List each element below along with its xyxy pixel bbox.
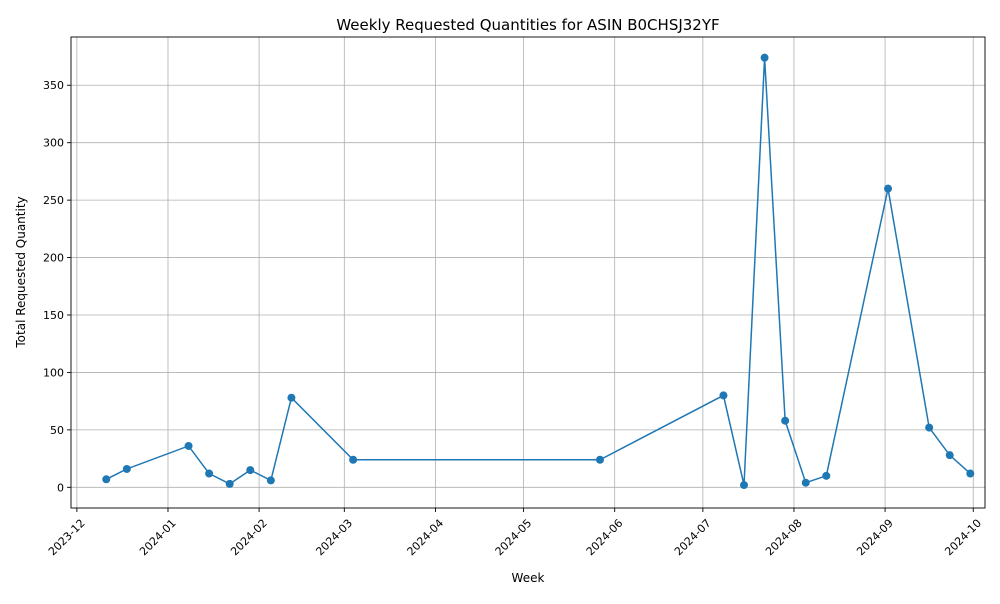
data-point	[122, 464, 131, 473]
y-tick-label: 250	[43, 194, 64, 207]
y-tick-label: 350	[43, 79, 64, 92]
axes: 2023-12 2024-01 2024-02 2024-03 2024-04 2024-…	[43, 36, 986, 559]
x-tick-label: 2024-01	[137, 517, 179, 559]
x-axis-label: Week	[512, 571, 545, 585]
data-point	[205, 469, 214, 478]
data-point	[102, 475, 111, 484]
data-point	[966, 469, 975, 478]
x-tick-label: 2024-07	[672, 517, 714, 559]
plot-frame	[70, 36, 986, 509]
x-tick-label: 2024-05	[493, 517, 535, 559]
y-tick-label: 0	[57, 481, 64, 494]
x-tick-label: 2024-06	[584, 517, 626, 559]
data-point	[801, 478, 810, 487]
x-tick-label: 2024-04	[405, 517, 447, 559]
data-point	[822, 471, 831, 480]
data-point	[225, 479, 234, 488]
series-line	[105, 57, 971, 486]
chart-title: Weekly Requested Quantities for ASIN B0C…	[336, 16, 719, 34]
data-point	[884, 184, 893, 193]
data-point	[184, 441, 193, 450]
y-axis-label: Total Requested Quantity	[14, 196, 28, 348]
y-tick-label: 50	[50, 424, 64, 437]
data-point	[287, 393, 296, 402]
x-tick-label: 2024-09	[854, 517, 896, 559]
x-tick-label: 2024-08	[763, 517, 805, 559]
grid	[71, 37, 985, 508]
x-tick-label: 2023-12	[46, 517, 88, 559]
data-point	[925, 423, 934, 432]
data-point	[349, 455, 358, 464]
data-point	[266, 476, 275, 485]
data-point	[596, 455, 605, 464]
y-tick-label: 200	[43, 252, 64, 265]
x-tick-label: 2024-03	[313, 517, 355, 559]
data-point	[945, 451, 954, 460]
data-point	[781, 416, 790, 425]
x-tick-label: 2024-02	[228, 517, 270, 559]
series-layer	[102, 53, 975, 490]
data-point	[740, 481, 749, 490]
y-tick-label: 150	[43, 309, 64, 322]
y-tick-label: 300	[43, 137, 64, 150]
data-point	[760, 53, 769, 62]
y-tick-label: 100	[43, 366, 64, 379]
data-point	[719, 391, 728, 400]
data-point	[246, 466, 255, 475]
x-tick-label: 2024-10	[942, 517, 984, 559]
